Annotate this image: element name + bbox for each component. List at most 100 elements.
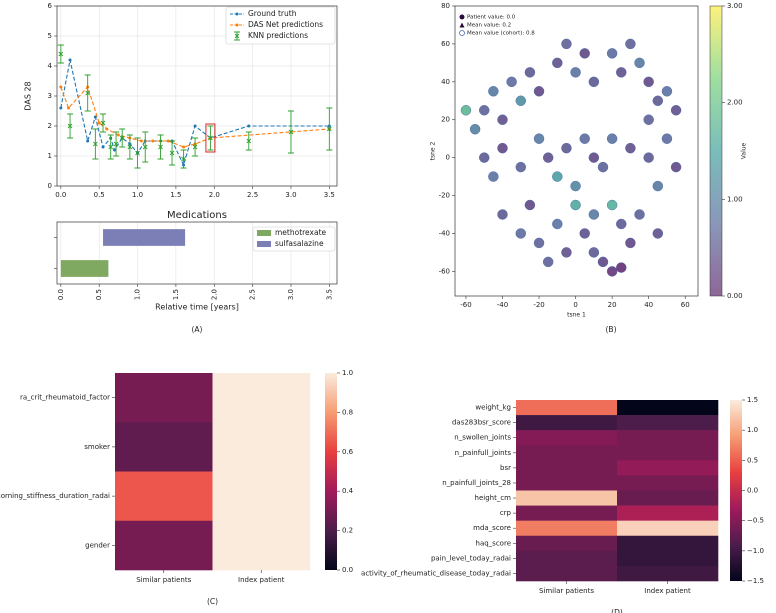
- series-point: [105, 127, 109, 131]
- scatter-point: [570, 199, 581, 211]
- scatter-point: [552, 57, 563, 69]
- x-tick-label: -40: [497, 301, 508, 309]
- legend-label: DAS Net predictions: [248, 20, 323, 29]
- legend-label: Mean value: 0.2: [467, 23, 511, 29]
- legend-label: Mean value (cohort): 0.8: [467, 31, 535, 37]
- legend-swatch: [257, 230, 271, 236]
- scatter-point: [515, 161, 526, 173]
- legend-marker: [459, 22, 465, 28]
- colorbar-tick-label: 0.2: [342, 527, 353, 535]
- x-tick-label: 3.5: [324, 191, 335, 199]
- series-point: [97, 121, 101, 125]
- scatter-point: [488, 86, 499, 97]
- series-point: [59, 106, 63, 110]
- colorbar-tick-label: 0.8: [342, 408, 353, 416]
- y-tick-label: 20: [441, 116, 450, 124]
- row-label: n_painfull_joints_28: [442, 479, 511, 487]
- legend-label: sulfasalazine: [275, 239, 324, 248]
- scatter-point: [643, 114, 654, 125]
- series-point: [151, 139, 155, 143]
- heatmap-cell: [212, 471, 311, 522]
- y-tick-label: 4: [48, 62, 53, 70]
- scatter-point: [652, 95, 664, 106]
- colorbar-tick-label: 1.5: [747, 396, 758, 404]
- series-point: [193, 124, 197, 128]
- caption: (A): [192, 325, 203, 334]
- series-point: [166, 139, 170, 143]
- series-point: [182, 145, 186, 149]
- colorbar-tick-label: 0.0: [747, 487, 758, 495]
- heatmap-cell: [617, 550, 719, 567]
- scatter-point: [616, 67, 627, 78]
- heatmap-cell: [212, 520, 311, 571]
- column-label: Similar patients: [539, 587, 594, 595]
- row-label: mda_score: [473, 524, 511, 532]
- colorbar: [709, 5, 723, 297]
- heatmap-cell: [617, 520, 719, 537]
- row-label: bsr: [500, 464, 511, 472]
- x-tick-label: 40: [644, 301, 653, 309]
- gantt-bar: [103, 229, 186, 246]
- series-point: [101, 145, 105, 149]
- heatmap-cell: [516, 475, 618, 491]
- scatter-point: [479, 105, 490, 116]
- y-tick-label: 0: [48, 182, 52, 190]
- series-point: [116, 133, 120, 137]
- heatmap-cell: [516, 565, 618, 582]
- column-label: Index patient: [644, 587, 691, 595]
- plot-frame: [56, 221, 338, 285]
- heatmap-cell: [617, 475, 719, 491]
- legend-label: methotrexate: [275, 228, 327, 237]
- colorbar-tick-label: 0.0: [342, 566, 353, 574]
- scatter-point: [597, 161, 609, 173]
- knn-marker: [169, 150, 175, 156]
- chart-title: Medications: [167, 210, 227, 221]
- scatter-point: [542, 256, 554, 268]
- row-label: activity_of_rheumatic_disease_today_rada…: [361, 569, 511, 577]
- scatter-point: [579, 133, 590, 144]
- knn-marker: [100, 120, 106, 126]
- colorbar-tick-label: 0.6: [342, 448, 354, 456]
- y-tick-label: 6: [48, 2, 53, 10]
- scatter-point: [524, 67, 536, 78]
- knn-marker: [108, 144, 114, 150]
- series-point: [247, 124, 251, 128]
- knn-marker: [158, 144, 163, 150]
- colorbar-tick-label: 1.00: [727, 195, 743, 203]
- x-tick-label: -60: [460, 301, 471, 309]
- row-label: height_cm: [475, 494, 512, 502]
- knn-marker: [119, 135, 125, 141]
- y-tick-label: 60: [441, 40, 450, 48]
- knn-marker: [85, 90, 91, 96]
- heatmap-cell: [516, 430, 618, 446]
- heatmap-cell: [617, 565, 719, 582]
- scatter-point: [616, 262, 627, 273]
- caption: (B): [606, 325, 617, 334]
- scatter-point: [652, 228, 664, 239]
- heatmap-cell: [115, 520, 213, 571]
- heatmap-cell: [115, 422, 213, 472]
- row-label: smoker: [84, 443, 110, 451]
- scatter-point: [552, 171, 563, 182]
- colorbar-tick-label: 2.00: [727, 99, 743, 107]
- x-tick-label: 20: [608, 301, 617, 309]
- knn-marker: [67, 123, 73, 129]
- x-tick-label: 2.5: [247, 191, 258, 199]
- scatter-point: [570, 180, 581, 192]
- column-label: Index patient: [238, 576, 285, 584]
- y-tick-label: 40: [441, 78, 450, 86]
- scatter-point: [588, 209, 600, 220]
- knn-marker: [246, 138, 252, 144]
- knn-marker: [58, 51, 64, 57]
- x-tick-label: -20: [533, 301, 544, 309]
- heatmap-cell: [617, 430, 719, 446]
- x-tick-label: 1.0: [134, 289, 142, 300]
- x-tick-label: 1.5: [170, 191, 181, 199]
- heatmap-cell: [516, 520, 618, 537]
- row-label: gender: [85, 541, 110, 549]
- row-label: n_painfull_joints: [455, 449, 512, 457]
- scatter-point: [524, 199, 536, 211]
- y-tick-label: 0: [446, 154, 450, 162]
- x-tick-label: 1.5: [172, 289, 180, 300]
- scatter-point: [616, 218, 627, 230]
